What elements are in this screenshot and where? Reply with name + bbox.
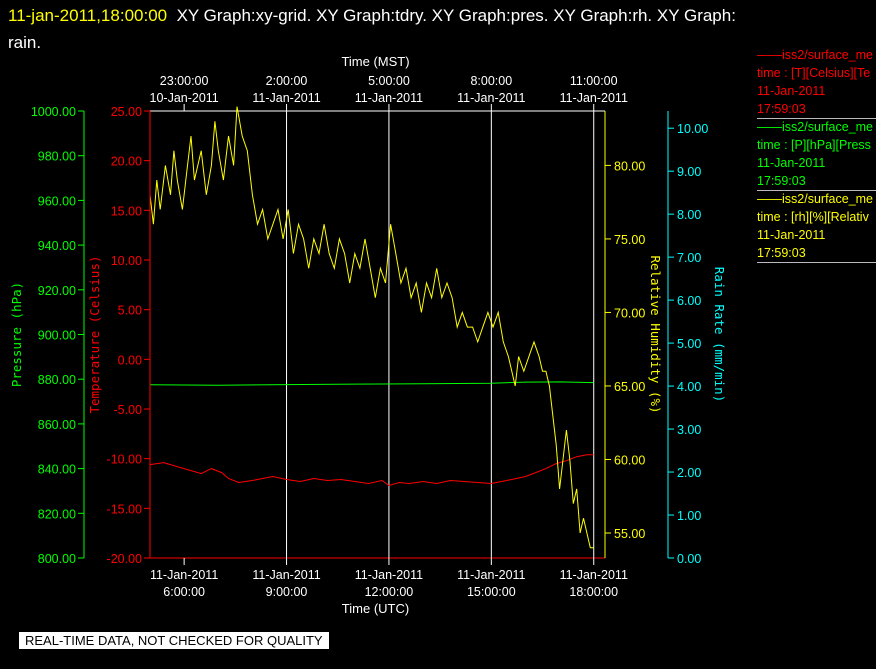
pressure-tick-label: 880.00 bbox=[38, 373, 76, 387]
legend-time: 17:59:03 bbox=[757, 174, 806, 188]
pressure-axis-label: Pressure (hPa) bbox=[9, 282, 24, 387]
legend-separator bbox=[757, 190, 876, 191]
top-tick-time: 11:00:00 bbox=[570, 74, 618, 88]
temperature-tick-label: 0.00 bbox=[118, 353, 142, 367]
temperature-tick-label: 15.00 bbox=[111, 204, 142, 218]
x-top-label: Time (MST) bbox=[341, 54, 409, 69]
humidity-tick-label: 65.00 bbox=[614, 380, 645, 394]
pressure-tick-label: 820.00 bbox=[38, 507, 76, 521]
timestamp: 11-jan-2011,18:00:00 bbox=[8, 6, 168, 25]
rain-axis-label: Rain Rate (mm/min) bbox=[712, 267, 727, 402]
plot-frame-layer bbox=[150, 110, 606, 559]
pressure-series-line bbox=[149, 381, 594, 386]
top-tick-date: 11-Jan-2011 bbox=[355, 91, 423, 105]
rain-tick-label: 2.00 bbox=[677, 466, 701, 480]
legend-line2: time : [rh][%][Relativ bbox=[757, 210, 869, 224]
legend-date: 11-Jan-2011 bbox=[757, 228, 826, 242]
axes-layer: 800.00 820.00 840.00 860.00 880.00 900.00 920.… bbox=[9, 54, 727, 616]
bottom-tick-time: 15:00:00 bbox=[467, 585, 516, 599]
temperature-tick-label: 10.00 bbox=[111, 254, 142, 268]
top-tick-time: 23:00:00 bbox=[160, 74, 209, 88]
rain-tick-label: 4.00 bbox=[677, 380, 701, 394]
pressure-tick-label: 980.00 bbox=[38, 150, 76, 164]
pressure-tick-label: 800.00 bbox=[38, 552, 76, 566]
humidity-tick-label: 75.00 bbox=[614, 233, 645, 247]
x-bottom-label: Time (UTC) bbox=[342, 601, 409, 616]
rain-tick-label: 7.00 bbox=[677, 251, 701, 265]
pressure-tick-label: 1000.00 bbox=[31, 105, 76, 119]
humidity-tick-label: 80.00 bbox=[614, 159, 645, 173]
grid-layer bbox=[286, 111, 595, 558]
bottom-tick-date: 11-Jan-2011 bbox=[560, 568, 628, 582]
pressure-tick-label: 960.00 bbox=[38, 194, 76, 208]
top-tick-date: 11-Jan-2011 bbox=[252, 91, 320, 105]
legend-separator bbox=[757, 262, 876, 263]
temperature-tick-label: 5.00 bbox=[118, 304, 142, 318]
humidity-series-line bbox=[149, 106, 594, 549]
temperature-tick-label: 25.00 bbox=[111, 105, 142, 119]
humidity-tick-label: 70.00 bbox=[614, 306, 645, 320]
humidity-tick-label: 55.00 bbox=[614, 527, 645, 541]
legend-date: 11-Jan-2011 bbox=[757, 84, 826, 98]
top-tick-date: 10-Jan-2011 bbox=[150, 91, 219, 105]
rain-tick-label: 9.00 bbox=[677, 165, 701, 179]
temperature-series-line bbox=[149, 454, 594, 487]
rain-tick-label: 3.00 bbox=[677, 423, 701, 437]
top-tick-date: 11-Jan-2011 bbox=[560, 91, 628, 105]
top-tick-time: 2:00:00 bbox=[266, 74, 308, 88]
graph-list: XY Graph:xy-grid. XY Graph:tdry. XY Grap… bbox=[176, 6, 736, 25]
bottom-tick-date: 11-Jan-2011 bbox=[252, 568, 320, 582]
legend-line1: ——iss2/surface_me bbox=[757, 120, 874, 134]
bottom-tick-date: 11-Jan-2011 bbox=[150, 568, 218, 582]
top-tick-date: 11-Jan-2011 bbox=[457, 91, 525, 105]
page-title: 11-jan-2011,18:00:00 XY Graph:xy-grid. X… bbox=[8, 2, 868, 56]
pressure-tick-label: 940.00 bbox=[38, 239, 76, 253]
quality-banner: REAL-TIME DATA, NOT CHECKED FOR QUALITY bbox=[19, 632, 329, 649]
pressure-tick-label: 900.00 bbox=[38, 329, 76, 343]
rain-tick-label: 8.00 bbox=[677, 208, 701, 222]
temperature-tick-label: -20.00 bbox=[107, 552, 142, 566]
legend-line2: time : [P][hPa][Press bbox=[757, 138, 871, 152]
rain-tick-label: 6.00 bbox=[677, 294, 701, 308]
bottom-tick-time: 6:00:00 bbox=[163, 585, 205, 599]
series-layer bbox=[149, 106, 594, 549]
humidity-tick-label: 60.00 bbox=[614, 453, 645, 467]
legend-separator bbox=[757, 118, 876, 119]
pressure-tick-label: 920.00 bbox=[38, 284, 76, 298]
rain-tick-label: 10.00 bbox=[677, 122, 708, 136]
bottom-tick-time: 9:00:00 bbox=[266, 585, 308, 599]
bottom-tick-time: 12:00:00 bbox=[365, 585, 414, 599]
top-tick-time: 5:00:00 bbox=[368, 74, 410, 88]
legend-time: 17:59:03 bbox=[757, 102, 806, 116]
legend-line1: ——iss2/surface_me bbox=[757, 48, 874, 62]
top-tick-time: 8:00:00 bbox=[470, 74, 512, 88]
pressure-tick-label: 860.00 bbox=[38, 418, 76, 432]
legend-line2: time : [T][Celsius][Te bbox=[757, 66, 871, 80]
legend-date: 11-Jan-2011 bbox=[757, 156, 826, 170]
bottom-tick-date: 11-Jan-2011 bbox=[457, 568, 525, 582]
temperature-axis-label: Temperature (Celsius) bbox=[87, 255, 102, 413]
bottom-tick-time: 18:00:00 bbox=[569, 585, 618, 599]
legend-line1: ——iss2/surface_me bbox=[757, 192, 874, 206]
humidity-axis-label: Relative Humidity (%) bbox=[648, 255, 663, 413]
rain-tick-label: 0.00 bbox=[677, 552, 701, 566]
temperature-tick-label: -15.00 bbox=[107, 502, 142, 516]
graph-list-wrap: rain. bbox=[8, 33, 42, 52]
rain-tick-label: 5.00 bbox=[677, 337, 701, 351]
rain-tick-label: 1.00 bbox=[677, 509, 701, 523]
pressure-tick-label: 840.00 bbox=[38, 463, 76, 477]
temperature-tick-label: -5.00 bbox=[114, 403, 143, 417]
bottom-tick-date: 11-Jan-2011 bbox=[355, 568, 423, 582]
temperature-tick-label: 20.00 bbox=[111, 155, 142, 169]
legend-time: 17:59:03 bbox=[757, 246, 806, 260]
temperature-tick-label: -10.00 bbox=[107, 453, 142, 467]
